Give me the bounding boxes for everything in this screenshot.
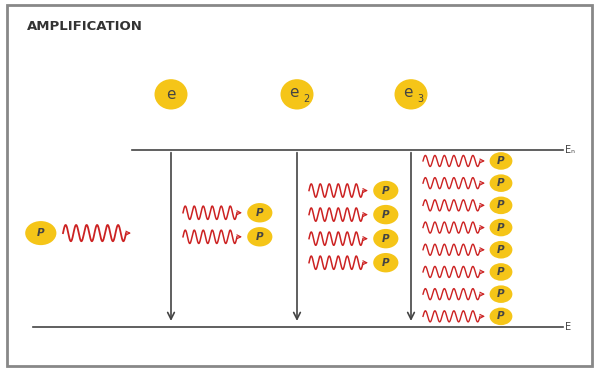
Text: P: P: [497, 245, 505, 255]
Ellipse shape: [490, 196, 512, 214]
Text: e: e: [289, 85, 298, 100]
Text: P: P: [497, 200, 505, 211]
Ellipse shape: [490, 241, 512, 259]
Ellipse shape: [25, 221, 56, 245]
Text: e: e: [403, 85, 412, 100]
Text: P: P: [497, 178, 505, 188]
Text: e: e: [166, 87, 176, 102]
Ellipse shape: [247, 203, 272, 222]
Text: Eₙ: Eₙ: [565, 145, 575, 155]
Text: P: P: [382, 233, 389, 244]
Text: P: P: [497, 289, 505, 299]
Ellipse shape: [395, 79, 428, 110]
Text: AMPLIFICATION: AMPLIFICATION: [27, 20, 143, 33]
Ellipse shape: [154, 79, 187, 110]
Text: E: E: [565, 322, 571, 333]
Text: P: P: [256, 232, 263, 242]
Ellipse shape: [373, 229, 398, 248]
Ellipse shape: [373, 205, 398, 224]
Text: P: P: [382, 258, 389, 268]
Text: P: P: [497, 222, 505, 233]
Text: 2: 2: [304, 94, 310, 104]
Ellipse shape: [490, 152, 512, 170]
Ellipse shape: [373, 181, 398, 200]
Ellipse shape: [490, 285, 512, 303]
Text: P: P: [382, 209, 389, 220]
Text: P: P: [382, 185, 389, 196]
Ellipse shape: [490, 174, 512, 192]
Text: P: P: [256, 208, 263, 218]
Text: 3: 3: [418, 94, 424, 104]
Ellipse shape: [490, 307, 512, 325]
Text: P: P: [497, 267, 505, 277]
FancyBboxPatch shape: [7, 5, 592, 366]
Ellipse shape: [247, 227, 272, 246]
Ellipse shape: [281, 79, 314, 110]
Text: P: P: [497, 311, 505, 322]
Ellipse shape: [490, 219, 512, 236]
Text: P: P: [37, 228, 44, 238]
Ellipse shape: [490, 263, 512, 281]
Ellipse shape: [373, 253, 398, 272]
Text: P: P: [497, 156, 505, 166]
